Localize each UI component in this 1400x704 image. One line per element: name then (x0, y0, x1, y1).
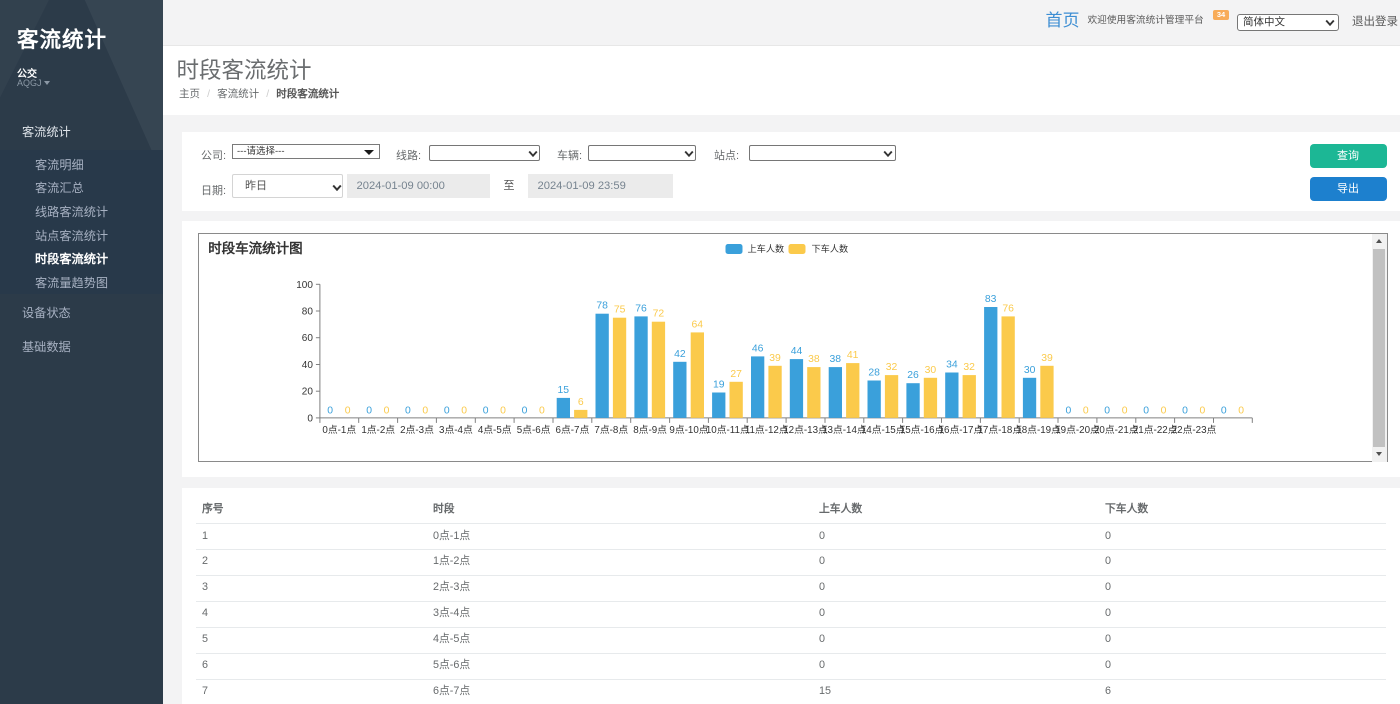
svg-text:13点-14点: 13点-14点 (822, 423, 867, 435)
svg-text:10点-11点: 10点-11点 (705, 423, 749, 435)
svg-text:11点-12点: 11点-12点 (744, 423, 788, 435)
svg-text:0: 0 (1082, 405, 1088, 416)
svg-text:0: 0 (1065, 405, 1071, 416)
svg-text:32: 32 (885, 362, 897, 373)
svg-text:76: 76 (1002, 303, 1014, 314)
svg-text:0: 0 (366, 405, 372, 416)
svg-text:100: 100 (296, 279, 313, 290)
svg-text:27: 27 (730, 368, 742, 379)
svg-text:4点-5点: 4点-5点 (477, 423, 511, 435)
svg-text:9点-10点: 9点-10点 (669, 423, 708, 435)
svg-text:1点-2点: 1点-2点 (361, 423, 395, 435)
svg-text:38: 38 (808, 354, 820, 365)
svg-text:39: 39 (769, 352, 781, 363)
svg-text:6点-7点: 6点-7点 (555, 423, 589, 435)
svg-text:0: 0 (482, 405, 488, 416)
svg-text:21点-22点: 21点-22点 (1132, 423, 1177, 435)
svg-text:0: 0 (307, 413, 313, 424)
svg-text:0: 0 (1121, 405, 1127, 416)
svg-text:12点-13点: 12点-13点 (783, 423, 828, 435)
svg-text:0: 0 (500, 405, 506, 416)
svg-text:0: 0 (344, 405, 350, 416)
svg-text:15: 15 (557, 384, 569, 395)
svg-text:38: 38 (829, 354, 841, 365)
svg-text:0: 0 (521, 405, 527, 416)
svg-text:0: 0 (461, 405, 467, 416)
svg-text:18点-19点: 18点-19点 (1016, 423, 1061, 435)
svg-text:78: 78 (596, 300, 608, 311)
svg-text:17点-18点: 17点-18点 (977, 423, 1022, 435)
svg-text:41: 41 (846, 350, 858, 361)
svg-text:0点-1点: 0点-1点 (322, 423, 356, 435)
svg-text:16点-17点: 16点-17点 (938, 423, 983, 435)
svg-text:0: 0 (1220, 405, 1226, 416)
svg-text:0: 0 (1160, 405, 1166, 416)
svg-text:44: 44 (790, 346, 802, 357)
svg-text:2点-3点: 2点-3点 (400, 423, 434, 435)
svg-text:60: 60 (301, 333, 313, 344)
svg-text:0: 0 (1238, 405, 1244, 416)
svg-text:64: 64 (691, 319, 703, 330)
svg-text:80: 80 (301, 306, 313, 317)
svg-text:42: 42 (674, 348, 686, 359)
svg-text:14点-15点: 14点-15点 (860, 423, 905, 435)
svg-text:34: 34 (946, 359, 958, 370)
svg-text:22点-23点: 22点-23点 (1171, 423, 1216, 435)
svg-text:32: 32 (963, 362, 975, 373)
svg-text:72: 72 (652, 308, 664, 319)
svg-text:3点-4点: 3点-4点 (439, 423, 473, 435)
svg-text:28: 28 (868, 367, 880, 378)
svg-text:上车人数: 上车人数 (747, 244, 784, 254)
svg-text:0: 0 (405, 405, 411, 416)
svg-text:83: 83 (984, 294, 996, 305)
svg-text:19点-20点: 19点-20点 (1055, 423, 1100, 435)
svg-text:19: 19 (713, 379, 725, 390)
svg-text:0: 0 (1104, 405, 1110, 416)
svg-text:75: 75 (613, 304, 625, 315)
svg-text:8点-9点: 8点-9点 (633, 423, 667, 435)
svg-text:0: 0 (1143, 405, 1149, 416)
svg-text:5点-6点: 5点-6点 (516, 423, 550, 435)
svg-text:0: 0 (539, 405, 545, 416)
svg-text:7点-8点: 7点-8点 (594, 423, 628, 435)
svg-text:0: 0 (327, 405, 333, 416)
svg-text:40: 40 (301, 360, 313, 371)
svg-text:0: 0 (443, 405, 449, 416)
svg-text:下车人数: 下车人数 (811, 244, 848, 254)
svg-text:15点-16点: 15点-16点 (899, 423, 944, 435)
svg-text:6: 6 (577, 396, 583, 407)
svg-text:0: 0 (383, 405, 389, 416)
svg-text:20点-21点: 20点-21点 (1093, 423, 1138, 435)
svg-text:46: 46 (751, 343, 763, 354)
svg-text:39: 39 (1041, 352, 1053, 363)
svg-text:26: 26 (907, 370, 919, 381)
svg-text:20: 20 (301, 386, 313, 397)
svg-text:0: 0 (422, 405, 428, 416)
svg-text:76: 76 (635, 303, 647, 314)
svg-text:0: 0 (1199, 405, 1205, 416)
svg-text:0: 0 (1182, 405, 1188, 416)
svg-text:30: 30 (1023, 364, 1035, 375)
svg-text:30: 30 (924, 364, 936, 375)
